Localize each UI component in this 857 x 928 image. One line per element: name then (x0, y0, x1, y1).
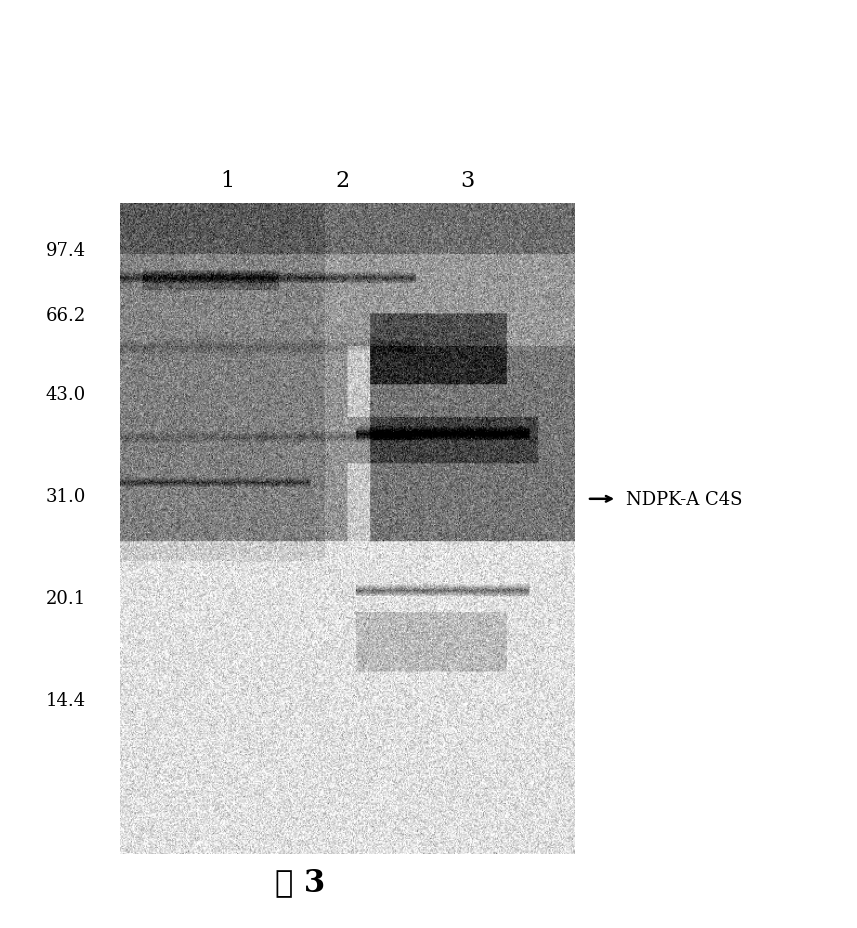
Text: 20.1: 20.1 (45, 589, 86, 608)
Text: 66.2: 66.2 (45, 306, 86, 325)
Text: 3: 3 (460, 170, 474, 192)
Text: 43.0: 43.0 (45, 385, 86, 404)
Text: 图 3: 图 3 (275, 866, 325, 897)
Text: 31.0: 31.0 (45, 487, 86, 506)
Text: 1: 1 (220, 170, 234, 192)
Text: 97.4: 97.4 (45, 241, 86, 260)
Text: 2: 2 (336, 170, 350, 192)
Text: NDPK-A C4S: NDPK-A C4S (626, 490, 742, 509)
Text: 14.4: 14.4 (45, 691, 86, 710)
